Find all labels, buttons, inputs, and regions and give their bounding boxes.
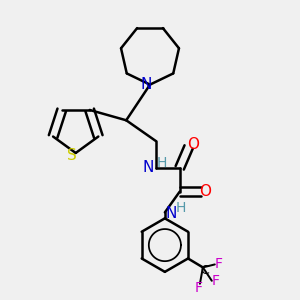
Text: S: S [67, 148, 77, 164]
Text: F: F [214, 257, 222, 272]
Text: O: O [187, 136, 199, 152]
Text: C: C [200, 264, 209, 277]
Text: O: O [199, 184, 211, 199]
Text: H: H [157, 156, 167, 170]
Text: F: F [212, 274, 219, 288]
Text: N: N [141, 77, 152, 92]
Text: N: N [165, 206, 176, 221]
Text: N: N [143, 160, 154, 175]
Text: H: H [176, 201, 186, 215]
Text: F: F [194, 281, 202, 295]
